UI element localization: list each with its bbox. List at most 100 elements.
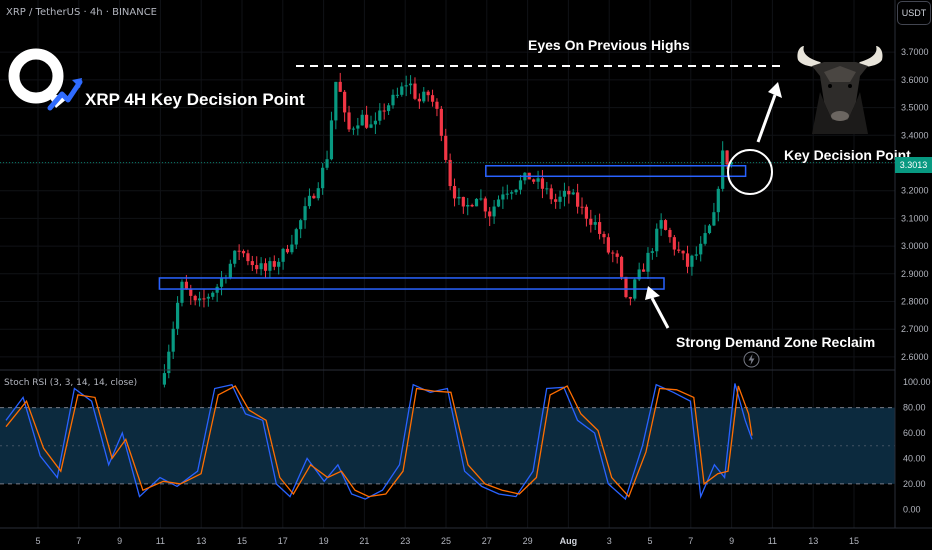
candle-body [549, 188, 553, 200]
demand-arrow [650, 297, 670, 329]
candle-body [663, 220, 668, 230]
candle-body [250, 261, 254, 266]
time-tick-label: 3 [607, 536, 612, 546]
candle-body [488, 211, 492, 217]
candle-body [426, 91, 430, 96]
candle-body [285, 248, 290, 253]
demand-zone-label: Strong Demand Zone Reclaim [676, 334, 876, 350]
candle-body [725, 150, 729, 165]
candle-body [655, 228, 659, 252]
candle-body [413, 83, 417, 99]
time-tick-label: 27 [482, 536, 492, 546]
stoch-series-line [5, 383, 753, 501]
demand-zone [158, 277, 665, 290]
price-tick-label: 3.0000 [901, 241, 929, 251]
candle-body [206, 296, 210, 299]
candle-body [518, 180, 523, 190]
candle-body [184, 281, 188, 290]
candle-body [685, 253, 690, 267]
candle-body [175, 302, 180, 329]
candle-body [580, 206, 584, 208]
lightning-icon[interactable] [743, 351, 760, 368]
time-tick-label: Aug [560, 536, 578, 546]
currency-button[interactable]: USDT [897, 1, 931, 25]
time-tick-label: 21 [359, 536, 369, 546]
candle-body [167, 351, 171, 374]
candle-body [712, 212, 716, 226]
time-tick-label: 15 [237, 536, 247, 546]
candle-body [259, 263, 263, 270]
price-tick-label: 2.6000 [901, 352, 929, 362]
candle-body [237, 250, 241, 252]
current-price-tag: 3.3013 [895, 157, 932, 173]
candle-body [171, 328, 175, 352]
candle-body [461, 196, 465, 207]
candle-body [219, 278, 224, 287]
stoch-tick-label: 80.00 [903, 403, 926, 413]
candle-body [716, 188, 720, 213]
time-tick-label: 13 [808, 536, 818, 546]
price-tick-label: 3.2000 [901, 186, 929, 196]
arrow-icon [47, 78, 83, 111]
candle-body [721, 150, 725, 189]
demand-arrow-head [645, 286, 660, 300]
up-arrow-head [768, 82, 782, 98]
candle-body [395, 94, 399, 96]
candle-body [391, 94, 395, 106]
candle-body [373, 120, 378, 125]
candle-body [668, 229, 672, 238]
stoch-band [0, 407, 895, 484]
candle-body [444, 135, 448, 160]
candle-body [615, 253, 619, 257]
candle-body [321, 167, 325, 189]
candle-body [408, 83, 413, 86]
candle-body [246, 253, 250, 262]
candle-body [307, 195, 312, 207]
key-decision-label: Key Decision Point [784, 147, 911, 163]
candle-body [356, 125, 360, 129]
candle-body [474, 198, 479, 207]
candle-body [180, 281, 184, 303]
price-tick-label: 2.9000 [901, 269, 929, 279]
candle-body [694, 254, 698, 256]
candle-body [422, 91, 426, 102]
time-tick-label: 23 [400, 536, 410, 546]
candle-body [483, 198, 487, 212]
candle-body [470, 204, 474, 207]
time-tick-label: 7 [688, 536, 693, 546]
candle-body [343, 91, 347, 113]
q-logo-icon [8, 48, 83, 111]
candle-body [281, 248, 285, 262]
candle-body [197, 298, 202, 301]
candle-body [576, 192, 580, 207]
candle-body [729, 162, 734, 165]
price-tick-label: 3.4000 [901, 130, 929, 140]
price-tick-label: 3.5000 [901, 103, 929, 113]
candle-body [404, 85, 408, 87]
bull-icon [797, 46, 883, 134]
candle-body [193, 295, 197, 301]
candle-body [602, 233, 606, 238]
stoch-series-line [5, 385, 753, 498]
candle-body [365, 114, 369, 128]
candle-body [290, 244, 294, 253]
candle-body [255, 265, 259, 270]
price-tick-label: 2.7000 [901, 324, 929, 334]
stoch-tick-label: 100.00 [903, 377, 931, 387]
candle-body [211, 292, 215, 297]
time-tick-label: 25 [441, 536, 451, 546]
candle-body [637, 269, 641, 280]
candle-body [593, 222, 597, 225]
candle-body [677, 249, 681, 251]
candle-body [589, 218, 593, 225]
price-tick-label: 2.8000 [901, 297, 929, 307]
candle-body [536, 178, 540, 182]
candle-body [624, 276, 628, 298]
candle-body [514, 189, 518, 193]
chart-title: XRP 4H Key Decision Point [85, 90, 305, 109]
candle-body [202, 298, 206, 300]
candle-body [189, 289, 193, 296]
candle-body [545, 188, 549, 190]
